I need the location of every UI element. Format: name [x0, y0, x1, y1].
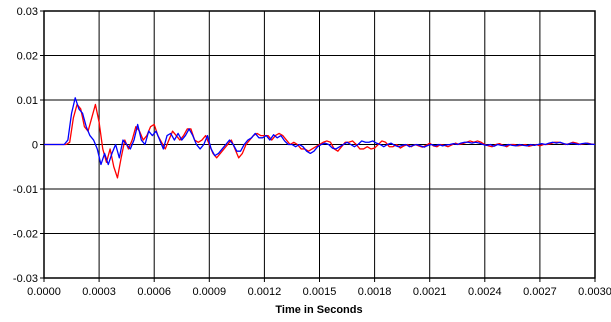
y-tick-label: 0.02: [17, 51, 38, 63]
x-tick-label: 0.0000: [27, 286, 61, 298]
tick-marks: [40, 10, 596, 282]
x-axis-tick-labels: 0.0000 0.0003 0.0006 0.0009 0.0012 0.0015 0.00…: [27, 286, 611, 298]
y-tick-label: -0.01: [13, 184, 38, 196]
x-tick-label: 0.0024: [468, 286, 502, 298]
x-tick-label: 0.0030: [578, 286, 611, 298]
x-tick-label: 0.0021: [413, 286, 447, 298]
x-tick-label: 0.0015: [303, 286, 337, 298]
y-tick-label: 0: [32, 140, 38, 152]
x-tick-label: 0.0018: [358, 286, 392, 298]
x-axis-title: Time in Seconds: [275, 304, 362, 316]
y-tick-label: -0.03: [13, 273, 38, 285]
y-axis-tick-labels: 0.03 0.02 0.01 0 -0.01 -0.02 -0.03: [13, 6, 38, 285]
y-tick-label: 0.03: [17, 6, 38, 18]
x-tick-label: 0.0006: [137, 286, 171, 298]
x-tick-label: 0.0012: [248, 286, 282, 298]
x-tick-label: 0.0003: [82, 286, 116, 298]
x-tick-label: 0.0009: [192, 286, 226, 298]
y-tick-label: 0.01: [17, 95, 38, 107]
y-tick-label: -0.02: [13, 229, 38, 241]
series-line-red: [44, 103, 596, 179]
series-layer: [44, 97, 596, 179]
series-line-blue: [44, 97, 596, 166]
x-tick-label: 0.0027: [523, 286, 557, 298]
